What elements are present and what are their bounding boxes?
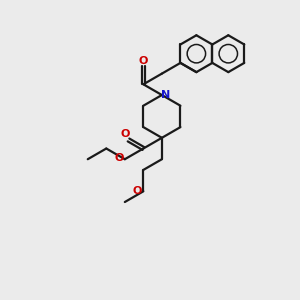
- Text: O: O: [115, 153, 124, 163]
- Text: O: O: [121, 129, 130, 139]
- Text: O: O: [132, 186, 142, 196]
- Text: N: N: [161, 90, 170, 100]
- Text: O: O: [139, 56, 148, 66]
